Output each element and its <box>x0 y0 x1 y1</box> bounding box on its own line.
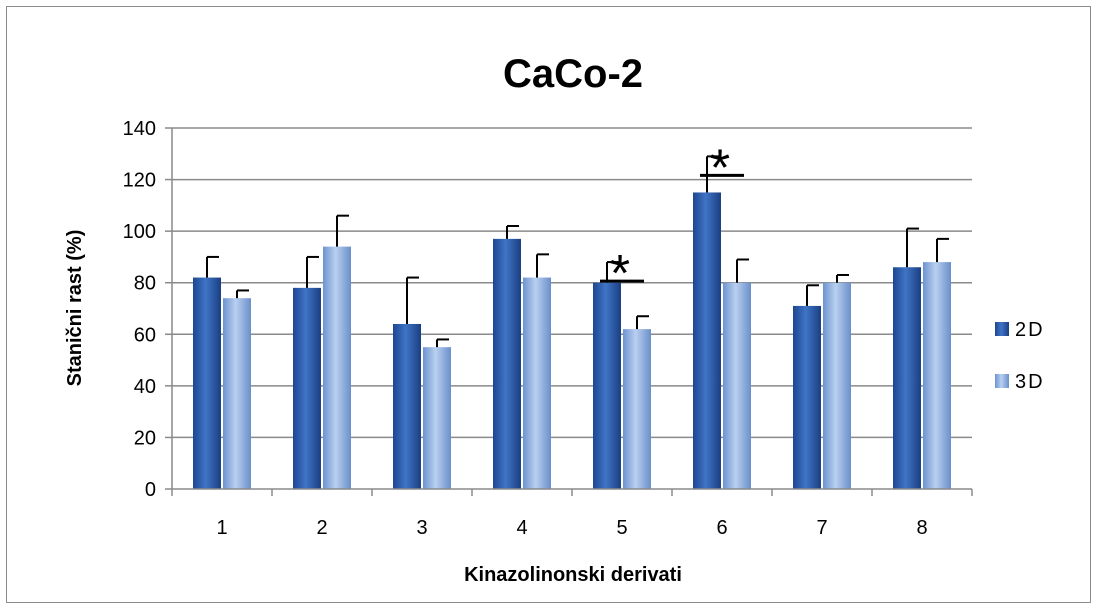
bar-3D-6 <box>723 282 751 489</box>
bar-3D-5 <box>623 329 651 489</box>
bar-2D-8 <box>893 267 921 489</box>
axes: 0 20 40 60 80 100 120 140 1 2 3 4 5 6 7 8 <box>123 118 973 539</box>
y-tick-label: 140 <box>123 118 156 140</box>
legend-label-3D: 3D <box>1015 371 1045 393</box>
x-tick-label: 5 <box>616 517 627 539</box>
bar-2D-5 <box>593 282 621 489</box>
bar-3D-8 <box>923 262 951 489</box>
bar-2D-2 <box>293 287 321 489</box>
bar-2D-1 <box>193 277 221 489</box>
x-tick-label: 8 <box>916 517 927 539</box>
bars: ** <box>193 139 951 489</box>
x-tick-label: 4 <box>516 517 527 539</box>
significance-star-6: * <box>710 139 730 197</box>
legend: 2D 3D <box>995 319 1045 393</box>
bar-3D-4 <box>523 277 551 489</box>
bar-2D-6 <box>693 192 721 489</box>
significance-star-5: * <box>610 245 630 303</box>
legend-swatch-2D <box>995 322 1009 336</box>
x-tick-label: 2 <box>316 517 327 539</box>
bar-2D-4 <box>493 238 521 489</box>
y-tick-label: 60 <box>134 324 156 346</box>
chart-title: CaCo-2 <box>503 52 643 96</box>
y-tick-label: 0 <box>145 479 156 501</box>
x-tick-label: 6 <box>716 517 727 539</box>
y-tick-label: 20 <box>134 427 156 449</box>
y-tick-label: 100 <box>123 221 156 243</box>
bar-3D-7 <box>823 282 851 489</box>
y-axis-label: Stanični rast (%) <box>64 230 86 387</box>
bar-3D-2 <box>323 246 351 489</box>
y-tick-label: 80 <box>134 273 156 295</box>
y-tick-label: 120 <box>123 170 156 192</box>
x-tick-label: 1 <box>216 517 227 539</box>
bar-3D-1 <box>223 298 251 489</box>
legend-label-2D: 2D <box>1015 319 1045 341</box>
legend-swatch-3D <box>995 374 1009 388</box>
x-tick-label: 7 <box>816 517 827 539</box>
bar-3D-3 <box>423 347 451 489</box>
y-tick-label: 40 <box>134 376 156 398</box>
bar-2D-3 <box>393 323 421 489</box>
x-tick-label: 3 <box>416 517 427 539</box>
gridlines <box>172 127 972 439</box>
x-axis-label: Kinazolinonski derivati <box>464 564 682 586</box>
bar-2D-7 <box>793 305 821 489</box>
